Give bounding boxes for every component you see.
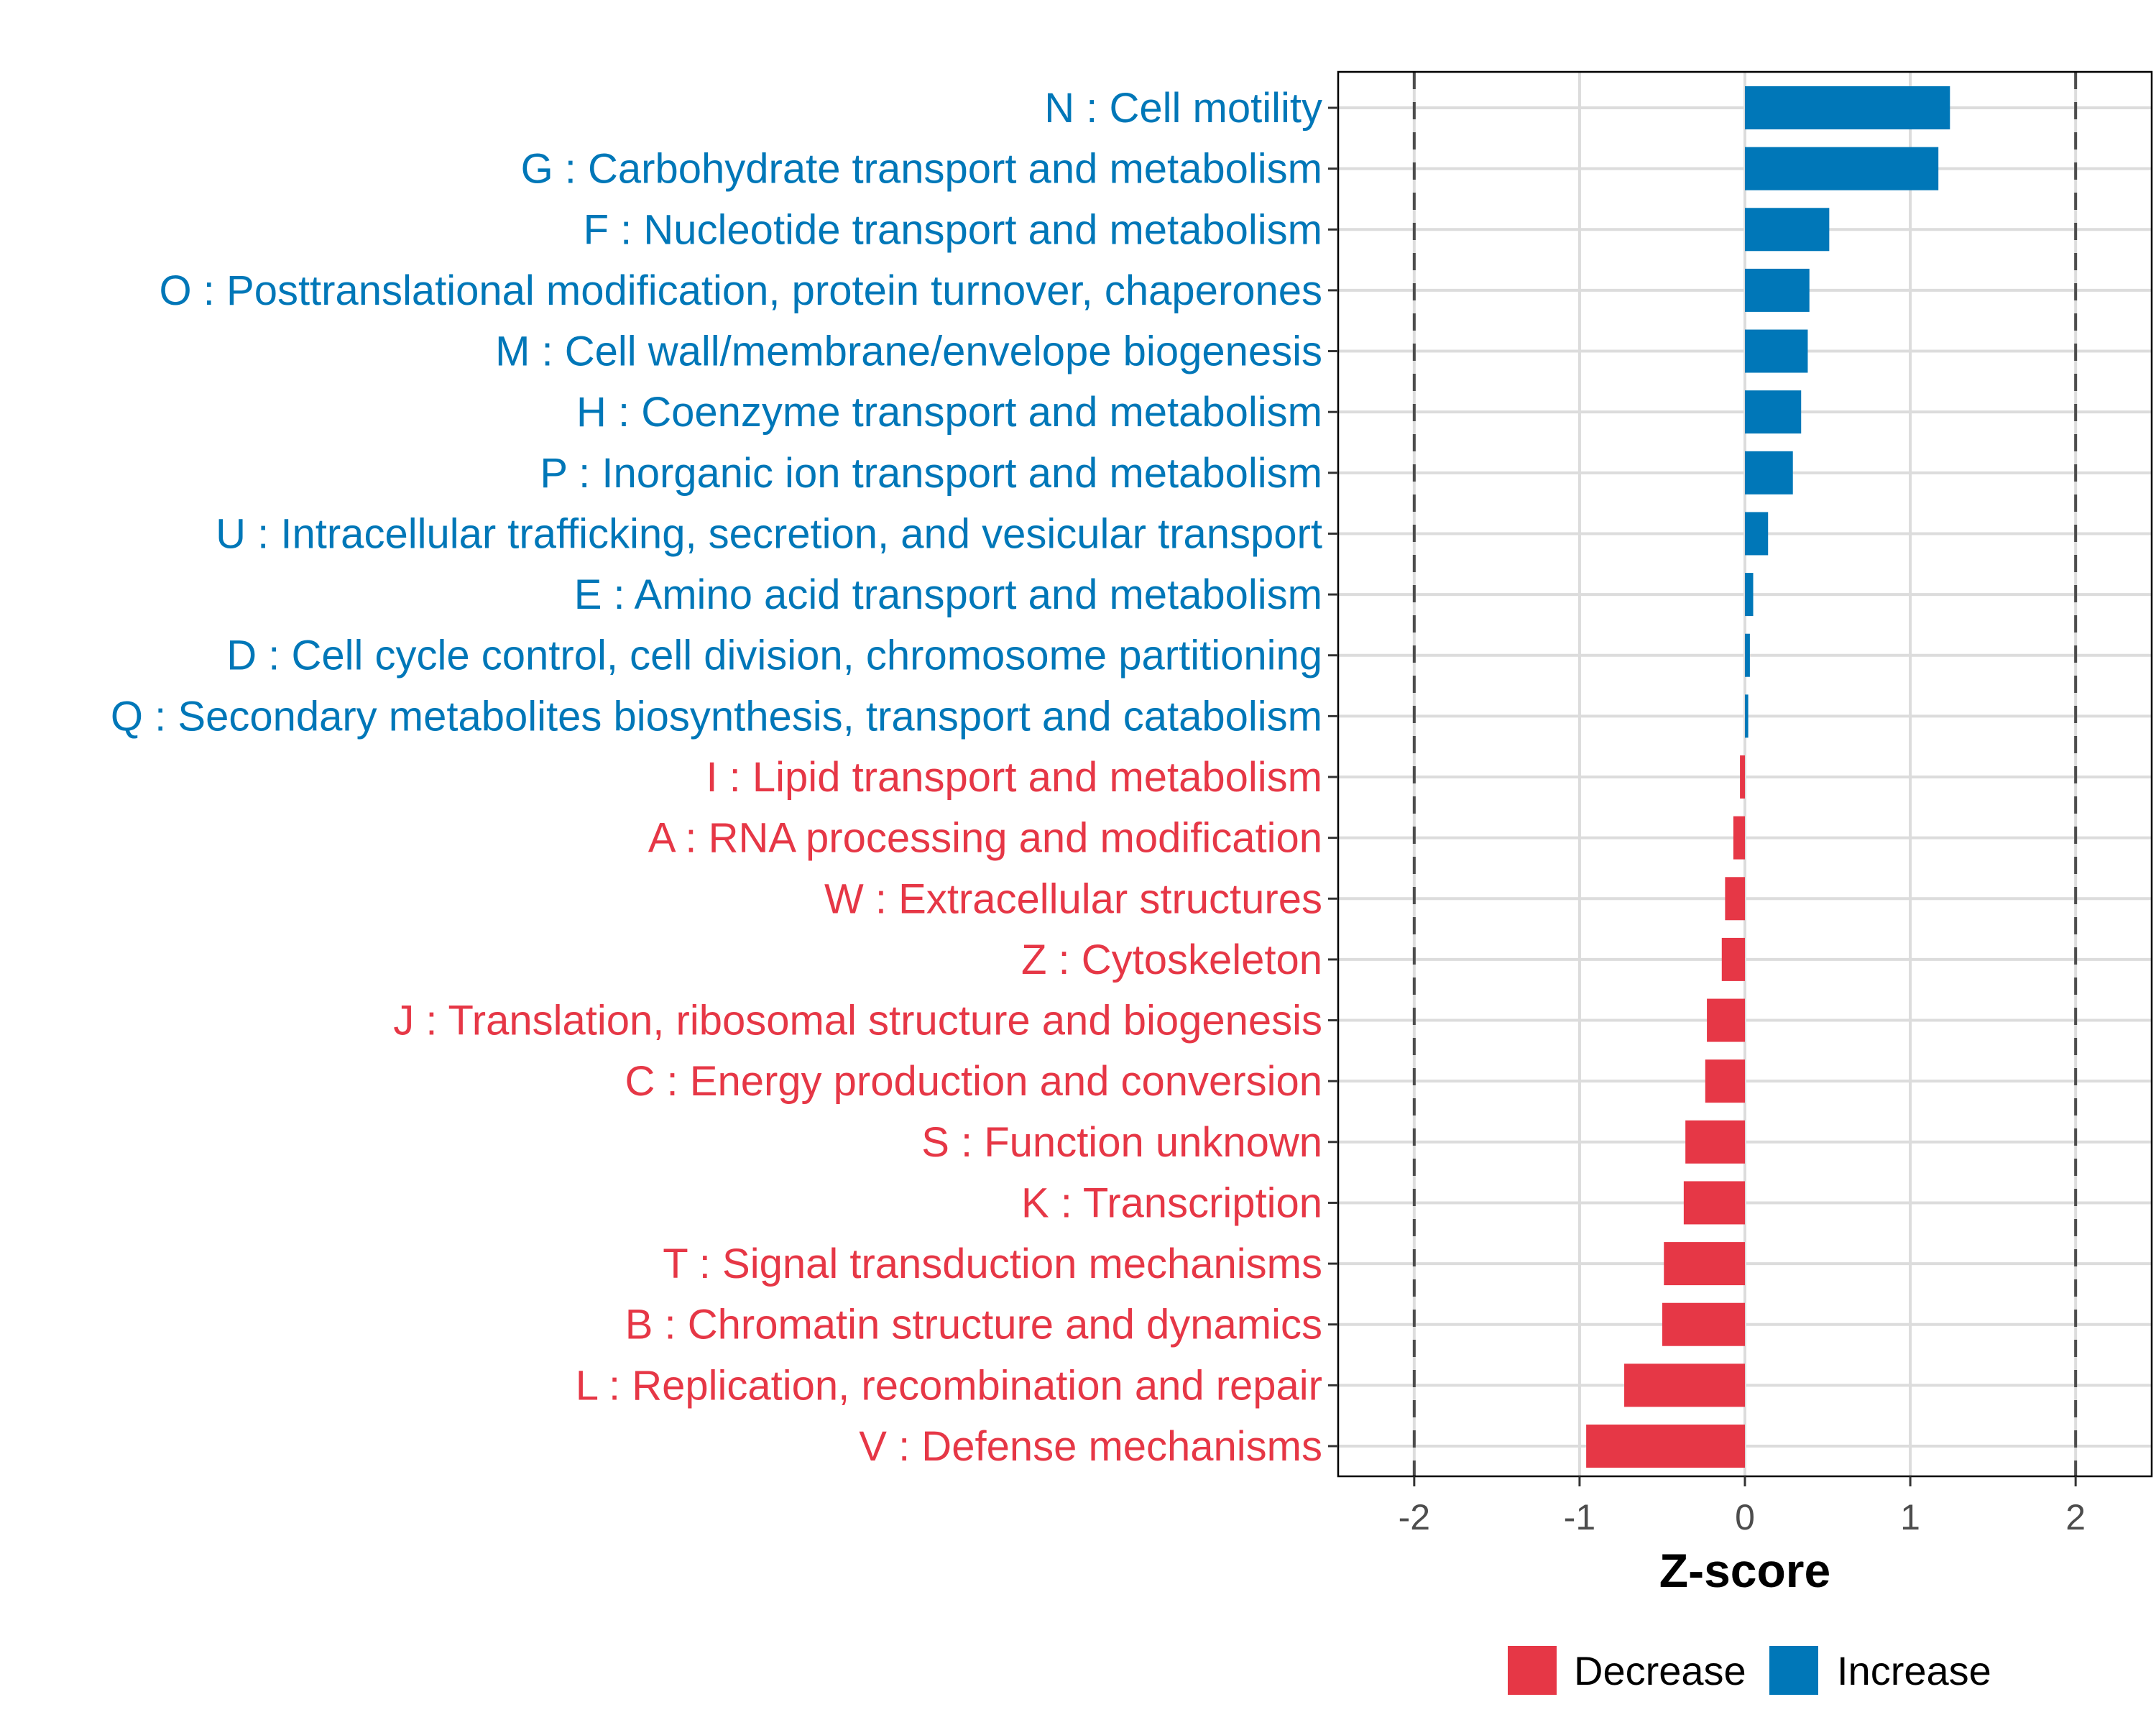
bar	[1586, 1425, 1745, 1468]
x-tick-label: -2	[1399, 1497, 1430, 1537]
bar	[1745, 147, 1939, 190]
category-label: J : Translation, ribosomal structure and…	[393, 998, 1322, 1044]
x-axis-title: Z-score	[1659, 1544, 1830, 1597]
category-label: V : Defense mechanisms	[859, 1423, 1322, 1470]
legend-label-increase: Increase	[1837, 1648, 1991, 1693]
bar	[1745, 390, 1802, 434]
category-label: W : Extracellular structures	[824, 875, 1322, 922]
bar	[1725, 877, 1745, 921]
category-label: P : Inorganic ion transport and metaboli…	[540, 450, 1322, 497]
category-label: S : Function unknown	[921, 1119, 1322, 1166]
category-label: N : Cell motility	[1044, 85, 1322, 132]
bar	[1745, 573, 1754, 617]
x-tick-label: 2	[2065, 1497, 2086, 1537]
bar	[1745, 451, 1793, 494]
bar	[1705, 1059, 1745, 1103]
category-label: B : Chromatin structure and dynamics	[625, 1302, 1322, 1348]
category-label: L : Replication, recombination and repai…	[576, 1362, 1322, 1409]
bar	[1745, 208, 1830, 252]
category-label: G : Carbohydrate transport and metabolis…	[521, 146, 1322, 193]
category-label: K : Transcription	[1021, 1179, 1322, 1226]
category-label: A : RNA processing and modification	[648, 815, 1322, 862]
bar	[1745, 633, 1750, 677]
category-labels: N : Cell motility G : Carbohydrate transp…	[111, 85, 1338, 1470]
category-label: M : Cell wall/membrane/envelope biogenes…	[495, 328, 1322, 375]
bar	[1721, 937, 1745, 981]
bar	[1745, 268, 1810, 312]
bar	[1662, 1302, 1745, 1346]
category-label: U : Intracellular trafficking, secretion…	[216, 510, 1322, 557]
bar	[1740, 755, 1745, 799]
category-label: E : Amino acid transport and metabolism	[574, 571, 1322, 618]
bar	[1685, 1120, 1745, 1164]
bar	[1745, 694, 1749, 738]
category-label: H : Coenzyme transport and metabolism	[576, 389, 1322, 436]
legend-swatch-increase	[1769, 1646, 1818, 1695]
legend-swatch-decrease	[1508, 1646, 1557, 1695]
category-label: O : Posttranslational modification, prot…	[160, 267, 1322, 314]
bar	[1733, 816, 1745, 860]
category-label: D : Cell cycle control, cell division, c…	[226, 632, 1322, 679]
reference-lines	[1412, 72, 2078, 1476]
bar	[1745, 512, 1769, 556]
bars-layer	[1586, 86, 1950, 1468]
x-axis-ticks: -2 -1 0 1 2	[1399, 1476, 2086, 1537]
x-tick-label: -1	[1564, 1497, 1595, 1537]
category-label: Z : Cytoskeleton	[1021, 937, 1322, 983]
x-tick-label: 0	[1735, 1497, 1755, 1537]
bar	[1683, 1181, 1745, 1225]
bar	[1624, 1363, 1745, 1407]
legend-label-decrease: Decrease	[1574, 1648, 1746, 1693]
category-label: T : Signal transduction mechanisms	[663, 1241, 1322, 1287]
bar	[1745, 329, 1808, 373]
bar	[1745, 86, 1950, 129]
legend: Decrease Increase	[1508, 1646, 1991, 1695]
bar	[1664, 1242, 1745, 1286]
bar	[1707, 998, 1745, 1042]
x-tick-label: 1	[1900, 1497, 1920, 1537]
category-label: F : Nucleotide transport and metabolism	[584, 206, 1322, 253]
category-label: I : Lipid transport and metabolism	[706, 754, 1322, 801]
category-label: C : Energy production and conversion	[625, 1058, 1322, 1105]
category-label: Q : Secondary metabolites biosynthesis, …	[111, 693, 1322, 740]
